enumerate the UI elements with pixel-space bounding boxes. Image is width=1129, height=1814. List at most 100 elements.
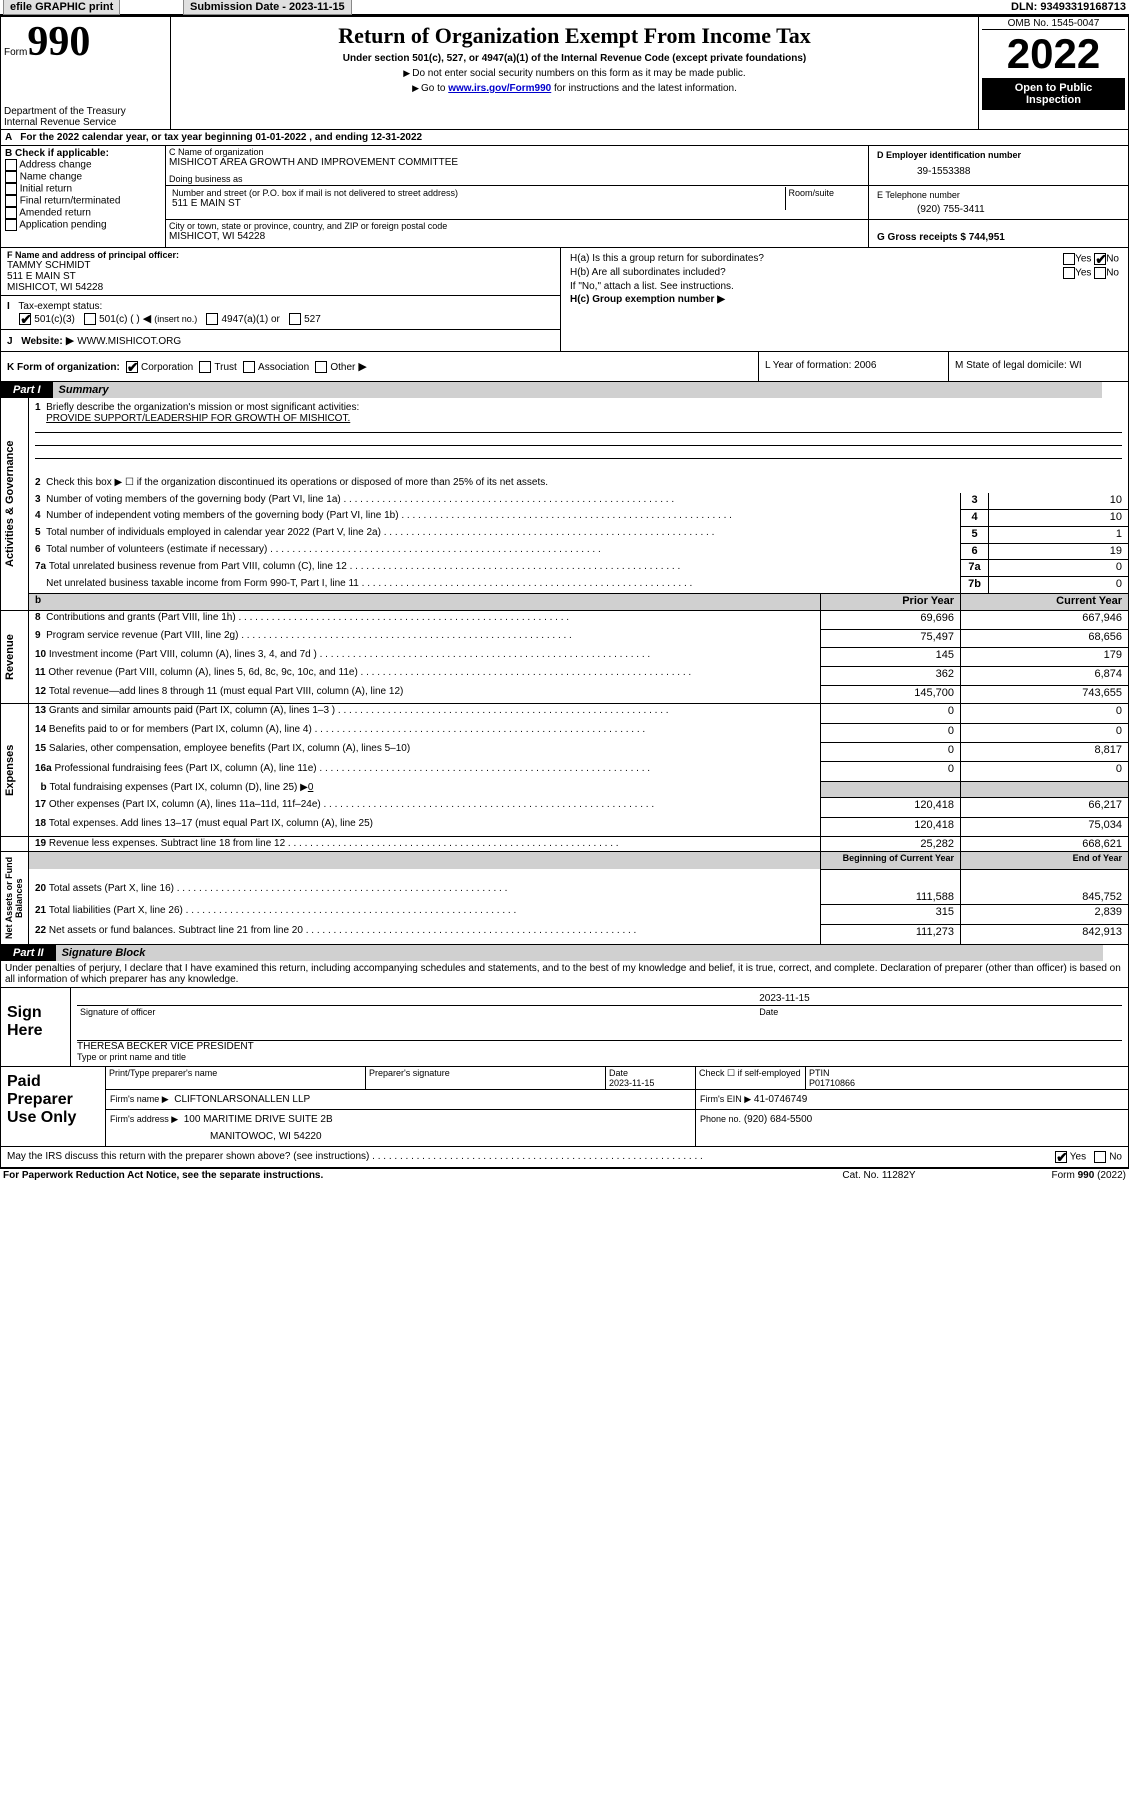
- p9: 75,497: [821, 629, 961, 648]
- officer-name: THERESA BECKER VICE PRESIDENT: [77, 1040, 1122, 1052]
- f-street: 511 E MAIN ST: [7, 271, 554, 282]
- ha-no: No: [1106, 254, 1119, 265]
- ha-yes: Yes: [1075, 254, 1091, 265]
- c-label: C Name of organization: [169, 147, 865, 157]
- 4947-check[interactable]: [206, 313, 218, 325]
- firm-phone: (920) 684-5500: [744, 1114, 812, 1125]
- l12: Total revenue—add lines 8 through 11 (mu…: [49, 686, 403, 697]
- p22: 111,273: [821, 924, 961, 944]
- ha-yes-check[interactable]: [1063, 253, 1075, 265]
- l7b: Net unrelated business taxable income fr…: [46, 578, 359, 589]
- city: MISHICOT, WI 54228: [169, 231, 865, 242]
- part1-title: Summary: [53, 382, 1102, 398]
- l3: Number of voting members of the governin…: [46, 494, 341, 505]
- may-irs: May the IRS discuss this return with the…: [7, 1151, 369, 1162]
- p19: 25,282: [821, 837, 961, 852]
- org-name: MISHICOT AREA GROWTH AND IMPROVEMENT COM…: [169, 157, 865, 168]
- sub3-post: for instructions and the latest informat…: [551, 83, 737, 94]
- 501c3-check[interactable]: [19, 313, 31, 325]
- prep-date: 2023-11-15: [609, 1078, 654, 1088]
- ha-no-check[interactable]: [1094, 253, 1106, 265]
- l17: Other expenses (Part IX, column (A), lin…: [49, 799, 321, 810]
- box-b-hdr: B Check if applicable:: [5, 148, 161, 159]
- type-name-label: Type or print name and title: [77, 1052, 1122, 1062]
- g-gross: G Gross receipts $ 744,951: [877, 232, 1120, 243]
- prep-sig-label: Preparer's signature: [366, 1067, 606, 1090]
- l6: Total number of volunteers (estimate if …: [46, 544, 267, 555]
- other-check[interactable]: [315, 361, 327, 373]
- p18: 120,418: [821, 817, 961, 836]
- addr-change: Address change: [19, 160, 91, 171]
- addr-change-check[interactable]: [5, 159, 17, 171]
- l1-val: PROVIDE SUPPORT/LEADERSHIP FOR GROWTH OF…: [46, 413, 350, 424]
- firm-name-label: Firm's name ▶: [110, 1094, 169, 1104]
- v5: 1: [989, 526, 1129, 543]
- p11: 362: [821, 666, 961, 685]
- corp-check[interactable]: [126, 361, 138, 373]
- street-label: Number and street (or P.O. box if mail i…: [172, 188, 782, 198]
- ptin: P01710866: [809, 1078, 855, 1088]
- l5: Total number of individuals employed in …: [46, 527, 381, 538]
- line-a: For the 2022 calendar year, or tax year …: [20, 132, 422, 143]
- form990-link[interactable]: www.irs.gov/Form990: [448, 83, 551, 94]
- j-label: Website:: [21, 336, 63, 347]
- l18: Total expenses. Add lines 13–17 (must eq…: [49, 818, 373, 829]
- paperwork: For Paperwork Reduction Act Notice, see …: [0, 1169, 779, 1182]
- p14: 0: [821, 723, 961, 742]
- assoc-check[interactable]: [243, 361, 255, 373]
- insert-no: (insert no.): [154, 314, 197, 324]
- firm-ein: 41-0746749: [754, 1094, 807, 1105]
- 527-check[interactable]: [289, 313, 301, 325]
- discuss-yes-check[interactable]: [1055, 1151, 1067, 1163]
- c14: 0: [961, 723, 1129, 742]
- final-return-check[interactable]: [5, 195, 17, 207]
- hb-yes-check[interactable]: [1063, 267, 1075, 279]
- side-expenses: Expenses: [4, 705, 16, 835]
- c10: 179: [961, 648, 1129, 667]
- sub1: Under section 501(c), 527, or 4947(a)(1)…: [174, 53, 975, 64]
- amended-check[interactable]: [5, 207, 17, 219]
- name-change-check[interactable]: [5, 171, 17, 183]
- p17: 120,418: [821, 798, 961, 817]
- firm-addr-label: Firm's address ▶: [110, 1114, 178, 1124]
- l14: Benefits paid to or for members (Part IX…: [49, 724, 312, 735]
- sig-date: 2023-11-15: [756, 992, 1122, 1006]
- l21: Total liabilities (Part X, line 26): [49, 905, 183, 916]
- side-revenue: Revenue: [4, 612, 16, 702]
- phone: (920) 755-3411: [877, 204, 1120, 215]
- other: Other: [330, 362, 355, 373]
- l8: Contributions and grants (Part VIII, lin…: [46, 612, 236, 623]
- part1-tag: Part I: [1, 382, 53, 398]
- discuss-no-check[interactable]: [1094, 1151, 1106, 1163]
- ptin-label: PTIN: [809, 1068, 830, 1078]
- d-label: D Employer identification number: [877, 150, 1120, 160]
- form-tail-990: 990: [1078, 1170, 1095, 1181]
- assoc: Association: [258, 362, 309, 373]
- 501c: 501(c) ( ): [99, 314, 140, 325]
- c11: 6,874: [961, 666, 1129, 685]
- firm-addr1: 100 MARITIME DRIVE SUITE 2B: [184, 1114, 333, 1125]
- check-if: Check ☐ if self-employed: [696, 1067, 806, 1090]
- hb-no-check[interactable]: [1094, 267, 1106, 279]
- form-title: Return of Organization Exempt From Incom…: [174, 23, 975, 49]
- form-tail-pre: Form: [1052, 1170, 1078, 1181]
- c22: 842,913: [961, 924, 1129, 944]
- efile-print[interactable]: efile GRAPHIC print: [3, 0, 120, 15]
- hdr-curr: Current Year: [961, 594, 1129, 611]
- v7a: 0: [989, 560, 1129, 577]
- initial-return-check[interactable]: [5, 183, 17, 195]
- website: WWW.MISHICOT.ORG: [77, 336, 181, 347]
- c16a: 0: [961, 762, 1129, 781]
- form-tail-yr: (2022): [1094, 1170, 1126, 1181]
- trust-check[interactable]: [199, 361, 211, 373]
- 501c-check[interactable]: [84, 313, 96, 325]
- p12: 145,700: [821, 685, 961, 704]
- app-pending-check[interactable]: [5, 219, 17, 231]
- form-prefix: Form: [4, 47, 27, 58]
- l9: Program service revenue (Part VIII, line…: [46, 630, 238, 641]
- declaration: Under penalties of perjury, I declare th…: [0, 961, 1129, 987]
- l16b-val: 0: [308, 782, 314, 793]
- hdr-beg: Beginning of Current Year: [821, 852, 961, 870]
- v3: 10: [989, 493, 1129, 509]
- date-label: Date: [756, 1006, 1122, 1019]
